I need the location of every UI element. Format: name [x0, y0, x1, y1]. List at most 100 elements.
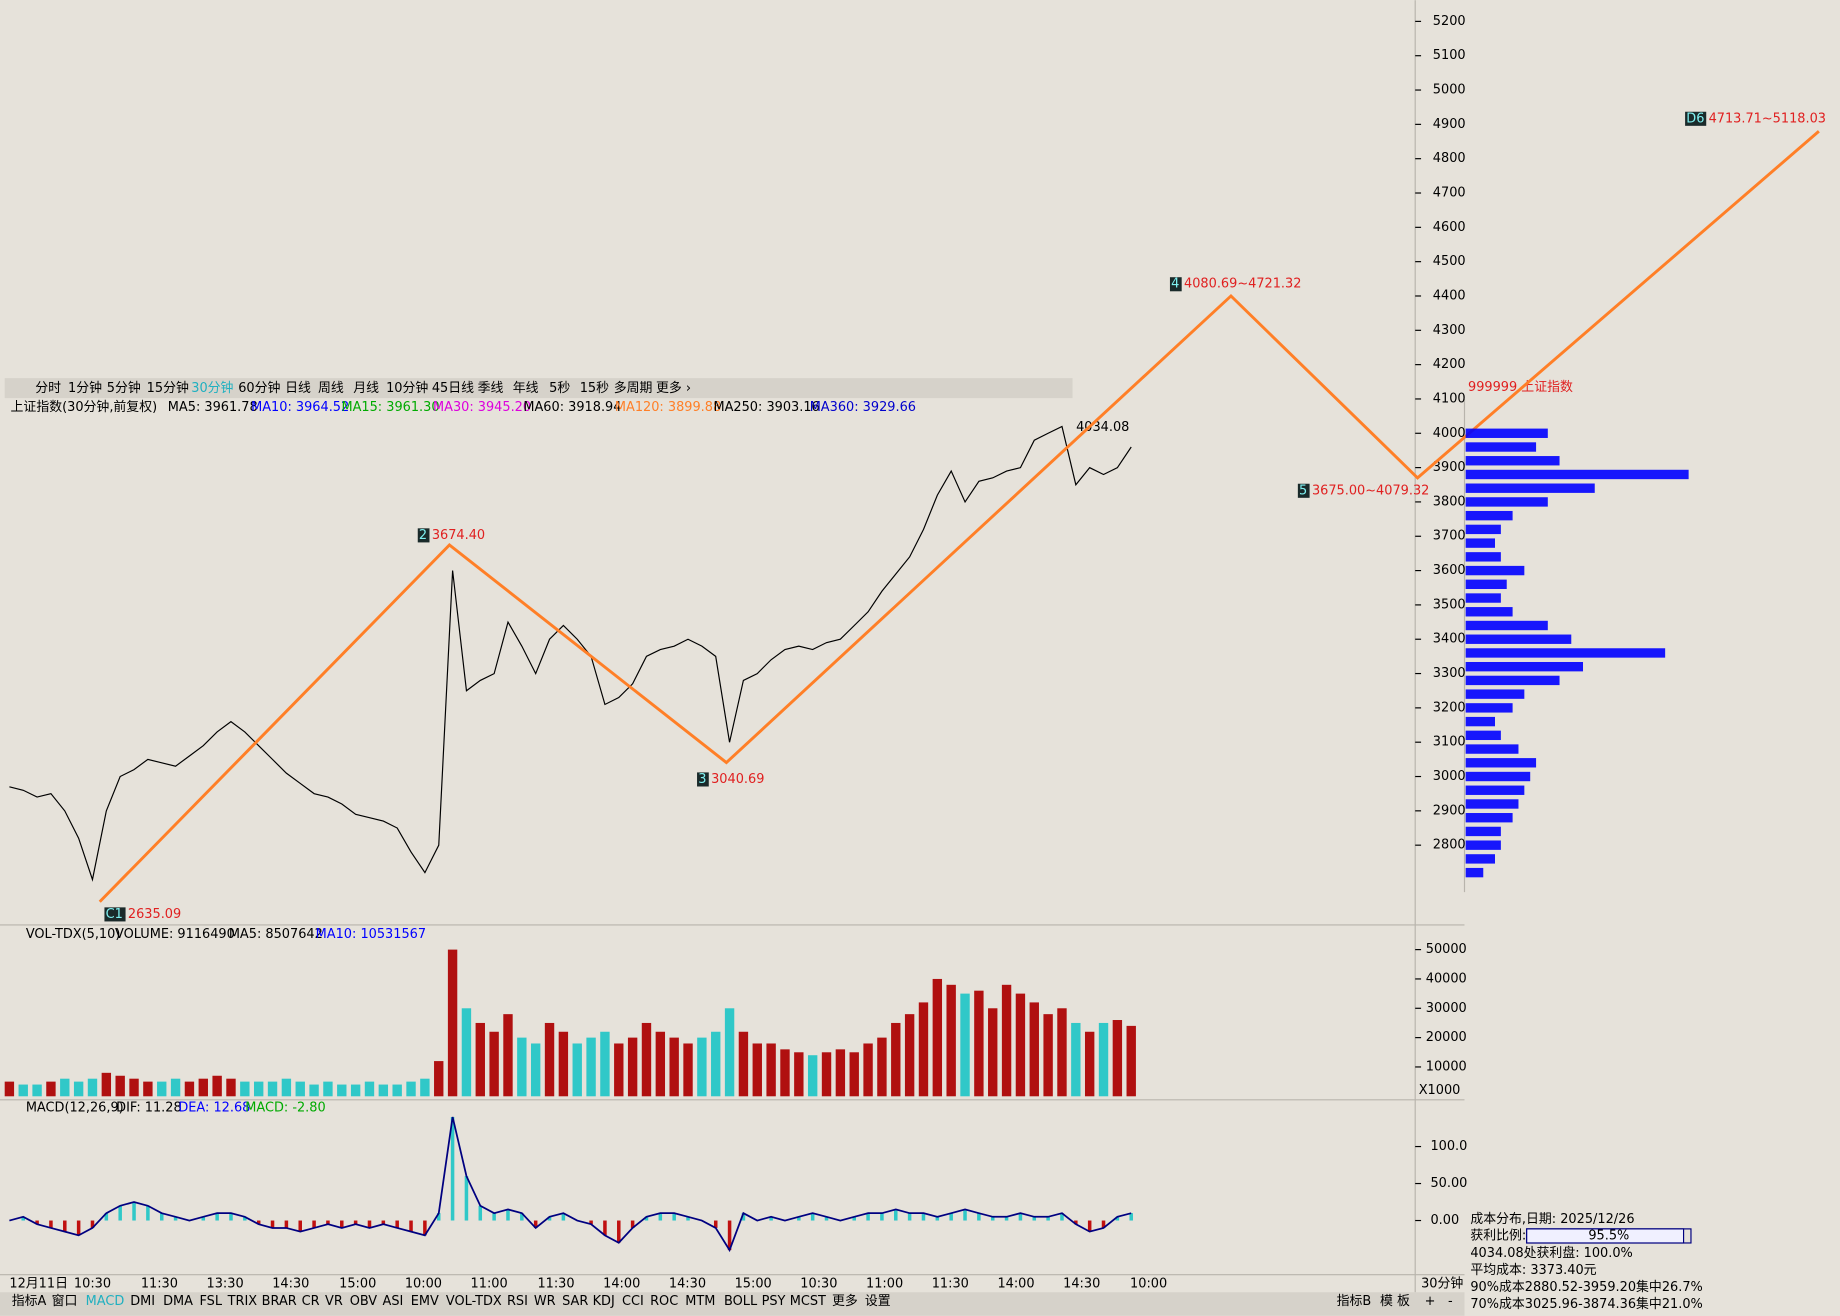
- volume-bar: [87, 1078, 98, 1097]
- volume-bar: [752, 1043, 762, 1097]
- indicator-tab[interactable]: 更多: [832, 1294, 858, 1309]
- period-button[interactable]: 更多 ›: [656, 381, 691, 396]
- volume-unit: X1000: [1419, 1083, 1461, 1098]
- y-tick-label: 3800: [1433, 494, 1466, 509]
- cost-bar: [1465, 497, 1548, 507]
- volume-bar: [101, 1072, 112, 1097]
- x-tick-label: 11:30: [537, 1277, 574, 1292]
- volume-bar: [655, 1031, 666, 1097]
- volume-bar: [544, 1022, 555, 1097]
- vol-legend: MA10: 10531567: [316, 927, 426, 942]
- volume-bar: [212, 1075, 222, 1097]
- indicator-tab[interactable]: 指标A: [12, 1294, 47, 1309]
- indicator-tab[interactable]: VOL-TDX: [446, 1294, 502, 1309]
- volume-bar: [392, 1084, 402, 1097]
- volume-bar: [1015, 993, 1026, 1097]
- cost-bar: [1465, 593, 1501, 603]
- volume-bar: [641, 1022, 652, 1097]
- indicator-tab[interactable]: PSY: [762, 1294, 786, 1309]
- x-tick-label: 10:30: [800, 1277, 837, 1292]
- indicator-tab[interactable]: SAR: [562, 1294, 588, 1309]
- indicator-tab[interactable]: CR: [302, 1294, 320, 1309]
- period-button[interactable]: 月线: [353, 381, 379, 396]
- cost-line: 70%成本3025.96-3874.36集中21.0%: [1470, 1296, 1702, 1312]
- wave-tag-box: [1169, 277, 1182, 292]
- cost-bar: [1465, 730, 1501, 741]
- period-button[interactable]: 1分钟: [68, 380, 102, 396]
- right-tab[interactable]: 指标B: [1337, 1294, 1372, 1309]
- indicator-tab[interactable]: TRIX: [227, 1294, 258, 1309]
- volume-bar: [378, 1084, 389, 1097]
- indicator-tab[interactable]: 窗口: [52, 1293, 78, 1309]
- indicator-tab[interactable]: WR: [534, 1294, 556, 1309]
- period-button[interactable]: 5分钟: [107, 380, 141, 396]
- period-button[interactable]: 5秒: [549, 381, 570, 396]
- volume-bar: [73, 1081, 84, 1097]
- cost-bar: [1465, 799, 1519, 809]
- volume-bar: [323, 1081, 333, 1097]
- wave-tag-box: [104, 907, 126, 922]
- cost-bar: [1465, 867, 1484, 878]
- indicator-tab[interactable]: RSI: [507, 1294, 528, 1309]
- period-button[interactable]: 30分钟: [191, 380, 233, 396]
- cost-bar: [1465, 771, 1531, 782]
- indicator-tab[interactable]: CCI: [622, 1294, 644, 1309]
- period-button[interactable]: 分时: [35, 381, 61, 396]
- indicator-tab[interactable]: KDJ: [593, 1294, 615, 1309]
- indicator-tab[interactable]: DMI: [130, 1294, 155, 1309]
- volume-bar: [738, 1031, 749, 1097]
- indicator-tab[interactable]: ASI: [383, 1294, 404, 1309]
- indicator-tab[interactable]: MACD: [86, 1294, 125, 1309]
- x-tick-label: 11:30: [932, 1277, 969, 1292]
- y-tick-label: 20000: [1426, 1030, 1467, 1045]
- wave-tag-box: [417, 528, 430, 543]
- volume-bar: [946, 984, 956, 1097]
- x-tick-label: 15:00: [339, 1277, 376, 1292]
- period-button[interactable]: 日线: [285, 381, 311, 396]
- wave-tag: 4: [1171, 277, 1179, 292]
- volume-bar: [143, 1081, 153, 1097]
- chart-title: 上证指数(30分钟,前复权): [11, 399, 158, 415]
- volume-bar: [503, 1014, 513, 1097]
- period-button[interactable]: 60分钟: [238, 380, 280, 396]
- indicator-tab[interactable]: DMA: [163, 1294, 193, 1309]
- indicator-tab[interactable]: MCST: [790, 1294, 826, 1309]
- volume-bar: [18, 1084, 28, 1097]
- cost-bar: [1465, 661, 1584, 672]
- period-button[interactable]: 年线: [513, 381, 539, 396]
- right-tab[interactable]: -: [1448, 1294, 1453, 1309]
- y-tick-label: 3900: [1433, 460, 1466, 475]
- wave-tag: C1: [106, 907, 123, 922]
- right-tab[interactable]: +: [1425, 1294, 1436, 1309]
- x-tick-label: 13:30: [207, 1277, 244, 1292]
- period-button[interactable]: 45日线: [432, 381, 474, 396]
- right-tab[interactable]: 模 板: [1380, 1294, 1410, 1309]
- period-button[interactable]: 季线: [478, 381, 504, 396]
- period-button[interactable]: 15秒: [580, 381, 609, 396]
- volume-bar: [337, 1084, 347, 1097]
- ma-legend: MA120: 3899.88: [615, 400, 721, 415]
- volume-bar: [281, 1078, 292, 1097]
- indicator-tab[interactable]: OBV: [350, 1294, 378, 1309]
- indicator-tab[interactable]: ROC: [650, 1294, 678, 1309]
- period-button[interactable]: 15分钟: [147, 380, 189, 396]
- volume-bar: [780, 1049, 790, 1097]
- x-tick-label: 14:30: [1063, 1277, 1100, 1292]
- indicator-tab[interactable]: 设置: [865, 1294, 891, 1309]
- cost-bar: [1465, 442, 1537, 452]
- period-button[interactable]: 周线: [318, 381, 344, 396]
- indicator-tab[interactable]: EMV: [411, 1294, 439, 1309]
- period-button[interactable]: 10分钟: [386, 380, 428, 396]
- indicator-tab[interactable]: BOLL: [724, 1294, 758, 1309]
- ma-legend: MA60: 3918.94: [523, 400, 621, 415]
- indicator-tab[interactable]: FSL: [199, 1294, 222, 1309]
- wave-label: 3040.69: [711, 772, 764, 787]
- period-button[interactable]: 多周期: [614, 381, 653, 396]
- indicator-tab[interactable]: BRAR: [262, 1294, 297, 1309]
- y-tick-label: 5000: [1433, 83, 1466, 98]
- y-tick-label: 4700: [1433, 186, 1466, 201]
- volume-bar: [932, 978, 943, 1097]
- indicator-tab[interactable]: MTM: [685, 1294, 715, 1309]
- indicator-tab[interactable]: VR: [325, 1294, 343, 1309]
- volume-bar: [364, 1081, 375, 1097]
